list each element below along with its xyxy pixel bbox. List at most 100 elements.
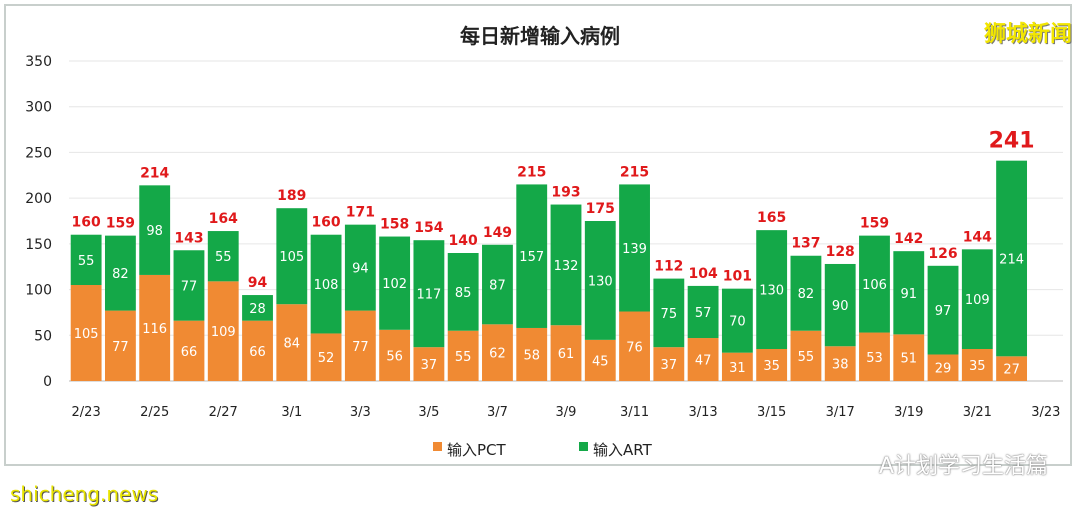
bar-value-label: 31 bbox=[729, 361, 746, 376]
bar-segment-pct bbox=[619, 311, 650, 381]
x-tick-label: 3/1 bbox=[281, 405, 302, 420]
bar-value-label: 132 bbox=[554, 259, 579, 274]
bar-value-label: 91 bbox=[900, 287, 917, 302]
bar-segment-pct bbox=[310, 333, 342, 381]
bar-value-label: 53 bbox=[866, 351, 883, 366]
bar-value-label: 37 bbox=[421, 358, 438, 373]
bar-value-label: 61 bbox=[558, 347, 575, 362]
x-tick-label: 3/15 bbox=[757, 405, 786, 420]
y-tick-label: 0 bbox=[43, 374, 52, 390]
bar-value-label: 84 bbox=[284, 337, 301, 352]
y-tick-label: 100 bbox=[25, 283, 52, 299]
legend-label: 输入ART bbox=[593, 441, 653, 459]
y-tick-label: 300 bbox=[25, 100, 52, 116]
bar-segment-pct bbox=[207, 281, 239, 381]
bar-segment-pct bbox=[893, 334, 925, 381]
bar-value-label: 66 bbox=[249, 345, 266, 360]
total-label: 159 bbox=[106, 216, 135, 232]
bar-value-label: 47 bbox=[695, 354, 712, 369]
bar-segment-art bbox=[893, 251, 925, 335]
bar-segment-art bbox=[344, 224, 376, 311]
bar-value-label: 28 bbox=[249, 302, 266, 317]
total-label: 149 bbox=[483, 225, 512, 241]
bar-value-label: 38 bbox=[832, 358, 849, 373]
bar-value-label: 55 bbox=[215, 250, 232, 265]
bar-value-label: 56 bbox=[386, 349, 403, 364]
x-tick-label: 3/13 bbox=[689, 405, 718, 420]
bar-value-label: 139 bbox=[622, 242, 647, 257]
bar-segment-art bbox=[70, 234, 102, 285]
bar-value-label: 109 bbox=[211, 325, 236, 340]
bar-segment-pct bbox=[173, 320, 205, 381]
bar-value-label: 82 bbox=[798, 287, 815, 302]
total-label: 241 bbox=[989, 129, 1035, 154]
x-tick-label: 3/23 bbox=[1031, 405, 1060, 420]
bar-segment-art bbox=[173, 250, 205, 321]
x-tick-label: 3/17 bbox=[826, 405, 855, 420]
bar-segment-art bbox=[276, 208, 308, 305]
chart-title: 每日新增输入病例 bbox=[460, 24, 620, 48]
total-label: 175 bbox=[586, 201, 615, 217]
bar-segment-pct bbox=[961, 349, 993, 381]
bar-value-label: 77 bbox=[112, 340, 129, 355]
bar-segment-art bbox=[859, 235, 890, 333]
bar-segment-pct bbox=[859, 332, 890, 381]
bar-value-label: 87 bbox=[489, 279, 506, 294]
bar-segment-art bbox=[824, 263, 856, 347]
total-label: 154 bbox=[414, 220, 443, 236]
bar-value-label: 76 bbox=[626, 340, 643, 355]
bar-segment-art bbox=[653, 278, 685, 348]
bar-value-label: 102 bbox=[382, 277, 407, 292]
total-label: 214 bbox=[140, 165, 169, 181]
bar-segment-art bbox=[584, 221, 616, 340]
bar-segment-art bbox=[139, 185, 171, 275]
y-tick-label: 250 bbox=[25, 145, 52, 161]
bar-value-label: 157 bbox=[519, 250, 544, 265]
bar-value-label: 117 bbox=[416, 288, 441, 303]
bar-segment-art bbox=[687, 285, 719, 339]
bar-segment-pct bbox=[721, 352, 753, 381]
total-label: 160 bbox=[311, 215, 340, 231]
bar-value-label: 45 bbox=[592, 354, 609, 369]
bar-value-label: 106 bbox=[862, 278, 887, 293]
bar-segment-pct bbox=[653, 347, 685, 381]
bar-segment-pct bbox=[756, 349, 788, 381]
bar-value-label: 214 bbox=[999, 252, 1024, 267]
total-label: 159 bbox=[860, 216, 889, 232]
total-label: 137 bbox=[791, 236, 820, 252]
bar-segment-pct bbox=[104, 310, 136, 381]
x-tick-label: 2/23 bbox=[72, 405, 101, 420]
total-label: 142 bbox=[894, 231, 923, 247]
total-label: 144 bbox=[963, 229, 992, 245]
bar-value-label: 55 bbox=[798, 350, 815, 365]
bar-segment-art bbox=[516, 184, 548, 328]
bar-value-label: 130 bbox=[588, 274, 613, 289]
x-tick-label: 3/3 bbox=[350, 405, 371, 420]
total-label: 94 bbox=[248, 275, 268, 291]
total-label: 140 bbox=[449, 233, 478, 249]
watermark-bottom-left: shicheng.news bbox=[10, 482, 159, 506]
bar-value-label: 27 bbox=[1003, 363, 1020, 378]
bar-segment-pct bbox=[344, 310, 376, 381]
bar-segment-art bbox=[996, 160, 1028, 357]
total-label: 189 bbox=[277, 188, 306, 204]
total-label: 101 bbox=[723, 269, 752, 285]
total-label: 215 bbox=[517, 164, 546, 180]
x-tick-label: 2/27 bbox=[209, 405, 238, 420]
bar-value-label: 62 bbox=[489, 347, 506, 362]
bar-segment-art bbox=[447, 253, 479, 331]
bar-value-label: 94 bbox=[352, 262, 369, 277]
bar-segment-art bbox=[413, 240, 445, 348]
bar-segment-pct bbox=[242, 320, 273, 381]
bar-segment-art bbox=[961, 249, 993, 349]
bar-segment-art bbox=[756, 230, 788, 349]
bar-value-label: 51 bbox=[900, 352, 917, 367]
bar-value-label: 85 bbox=[455, 286, 472, 301]
x-tick-label: 3/5 bbox=[418, 405, 439, 420]
bar-segment-art bbox=[310, 234, 342, 334]
y-tick-label: 350 bbox=[25, 54, 52, 70]
y-tick-label: 50 bbox=[34, 328, 52, 344]
bar-value-label: 70 bbox=[729, 315, 746, 330]
bar-value-label: 105 bbox=[279, 250, 304, 265]
